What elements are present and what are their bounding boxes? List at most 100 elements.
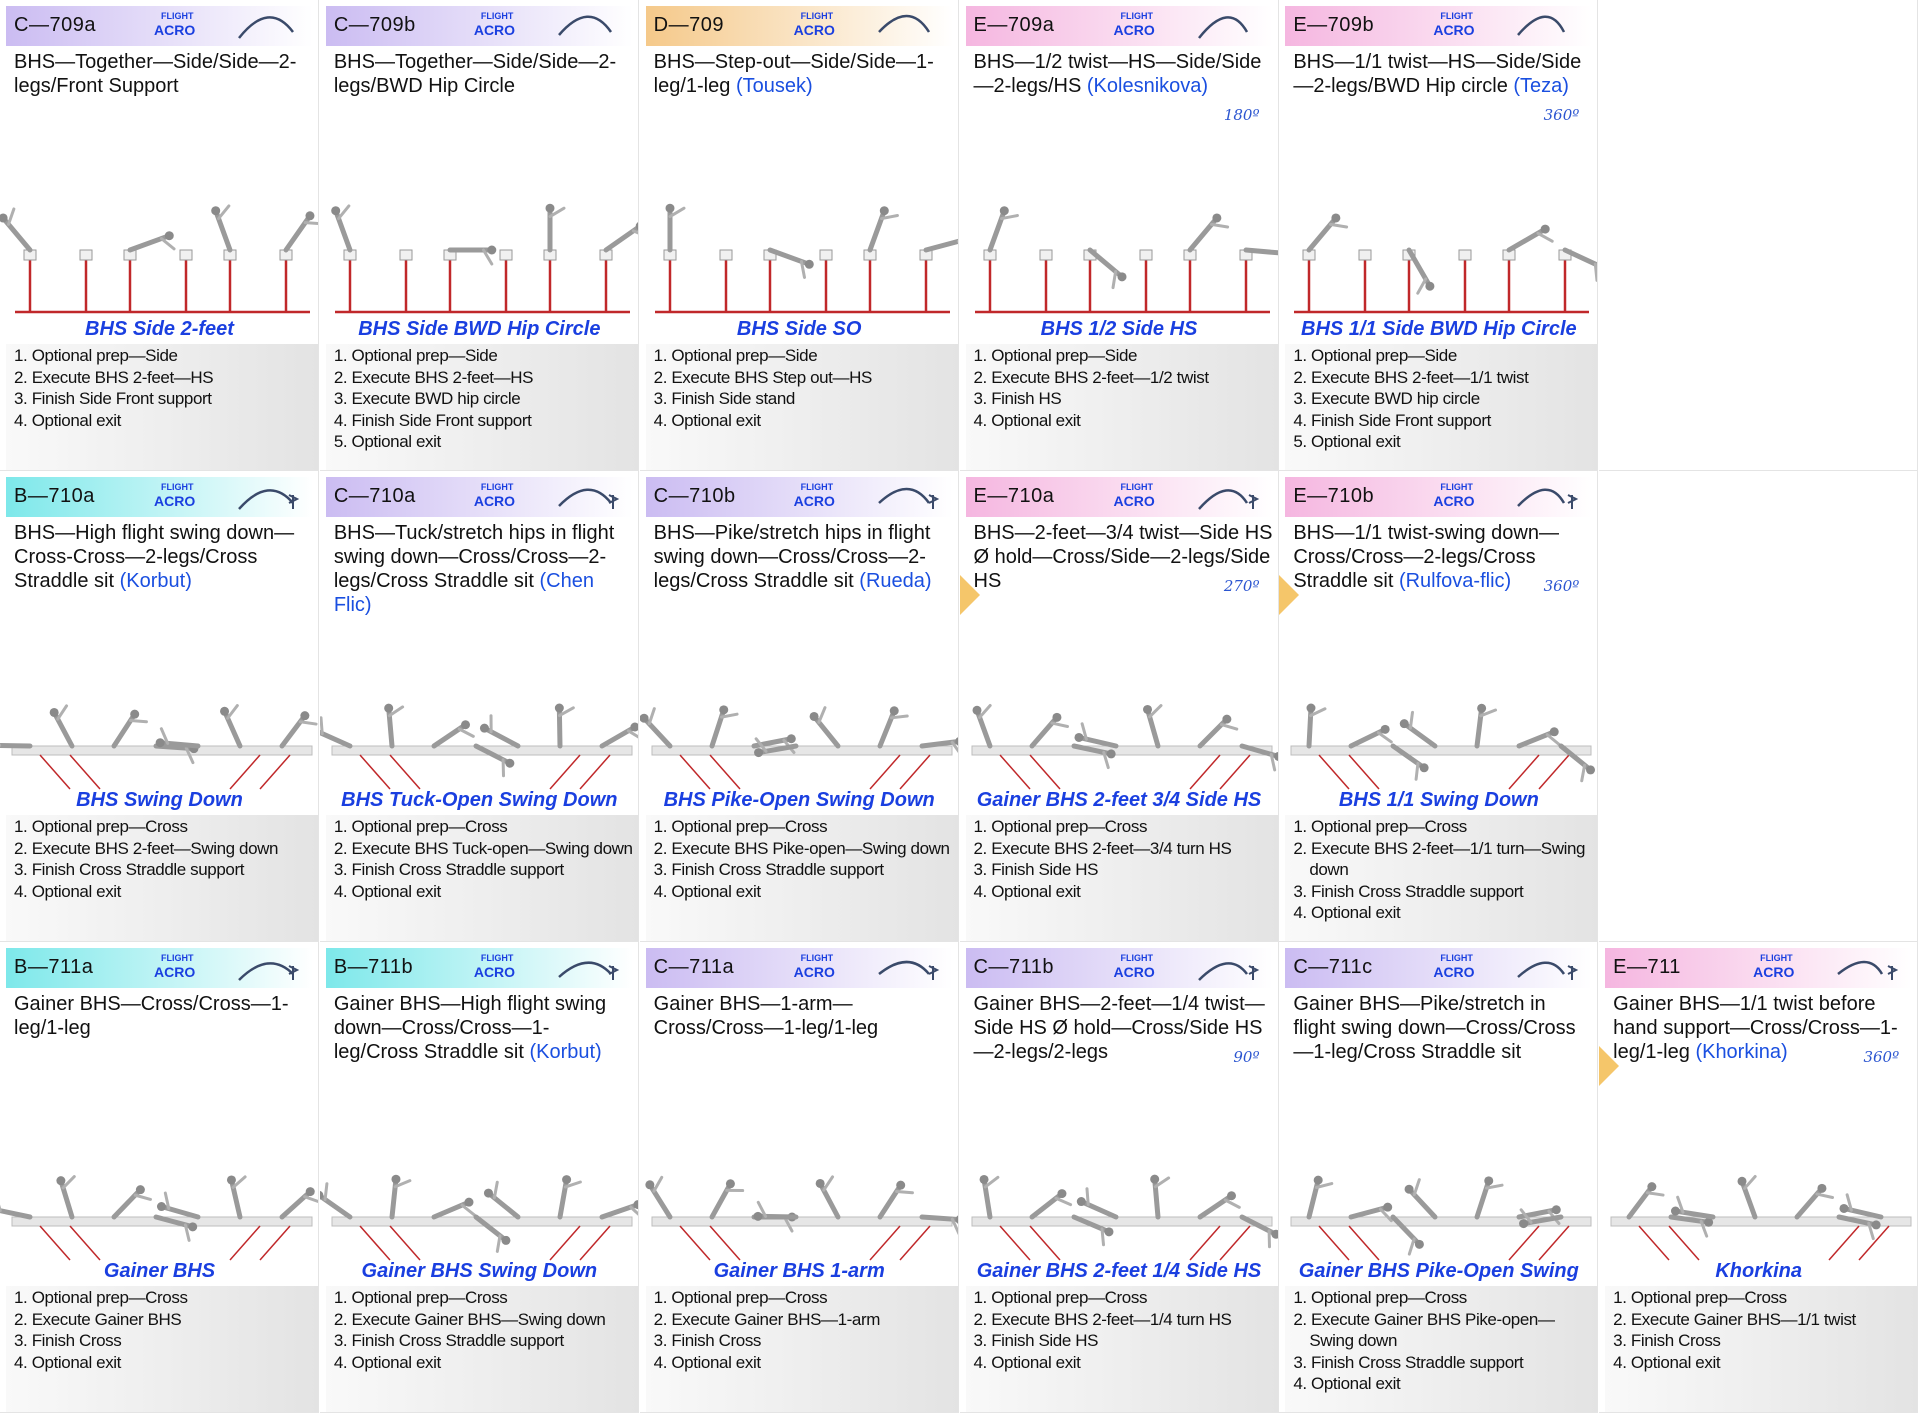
figure-arm bbox=[303, 221, 318, 226]
beam-leg bbox=[1218, 1225, 1251, 1261]
symbol-stroke bbox=[877, 487, 930, 504]
figure-body bbox=[279, 1189, 313, 1220]
figure-head bbox=[753, 748, 763, 758]
gymnast-name: (Korbut) bbox=[119, 570, 192, 592]
badge-flight: FLIGHT bbox=[800, 11, 834, 21]
badge-acro: ACRO bbox=[1113, 493, 1155, 509]
steps: 1. Optional prep—Cross 2. Execute Gainer … bbox=[645, 1286, 958, 1412]
cell-header: E—709b FLIGHT ACRO bbox=[1285, 6, 1593, 46]
cell: E—710b FLIGHT ACRO BHS—1/1 twist-swing down… bbox=[1279, 471, 1599, 942]
symbol-stroke bbox=[1197, 962, 1248, 981]
badge-flight: FLIGHT bbox=[480, 11, 514, 21]
figure-body bbox=[641, 715, 673, 749]
cell: C—711a FLIGHT ACRO Gainer BHS—1-arm—Cross/C… bbox=[639, 942, 959, 1413]
figure-body bbox=[709, 1181, 733, 1220]
description: Gainer BHS—Cross/Cross—1-leg/1-leg bbox=[14, 993, 289, 1039]
badge-flight: FLIGHT bbox=[1120, 482, 1154, 492]
block bbox=[1139, 249, 1152, 261]
figure-body bbox=[1306, 215, 1339, 253]
step: 2. Execute BHS Tuck-open—Swing down bbox=[333, 838, 633, 858]
figure-arm bbox=[647, 707, 656, 726]
step: 1. Optional prep—Cross bbox=[1293, 817, 1467, 836]
element-title: BHS 1/1 Swing Down bbox=[1338, 789, 1539, 811]
figure-body bbox=[1078, 1199, 1118, 1220]
element-code: E—709a bbox=[973, 14, 1055, 36]
steps: 1. Optional prep—Cross 2. Execute Gainer … bbox=[1285, 1286, 1598, 1412]
element-title: Gainer BHS Swing Down bbox=[361, 1260, 598, 1282]
figure-arm bbox=[563, 1180, 582, 1189]
description: BHS—Together—Side/Side—2-legs/Front Supp… bbox=[14, 51, 297, 97]
symbol-stroke bbox=[1197, 16, 1248, 39]
illustration bbox=[331, 203, 638, 314]
figure-arm bbox=[319, 716, 324, 736]
figure-body bbox=[867, 208, 887, 253]
description: BHS—2-feet—3/4 twist—Side HS Ø hold—Cros… bbox=[973, 522, 1273, 592]
figure-head bbox=[1737, 1176, 1747, 1186]
cell: C—709a FLIGHT ACRO BHS—Together—Side/Side—2… bbox=[0, 0, 319, 471]
beam-leg bbox=[869, 1225, 901, 1261]
figure-body bbox=[1516, 729, 1558, 749]
badge-flight: FLIGHT bbox=[1760, 953, 1793, 963]
figure-head bbox=[972, 705, 982, 715]
figure-head bbox=[1142, 704, 1152, 714]
beam-leg bbox=[229, 754, 261, 790]
symbol-stroke bbox=[557, 15, 612, 36]
figure-body bbox=[1087, 247, 1125, 280]
figure-arm bbox=[226, 704, 239, 720]
step: 3. Finish Cross bbox=[14, 1331, 122, 1350]
figure-arm bbox=[323, 1182, 329, 1202]
figure-head bbox=[1383, 1202, 1393, 1212]
beam-leg bbox=[69, 754, 101, 790]
description: BHS—1/1 twist—HS—Side/Side—2-legs/BWD Hi… bbox=[1293, 51, 1582, 97]
figure-head bbox=[545, 203, 555, 213]
figure-body bbox=[0, 742, 33, 749]
figure-arm bbox=[1645, 1191, 1665, 1197]
figure-body bbox=[987, 208, 1007, 253]
figure-body bbox=[111, 1187, 143, 1220]
element-symbol bbox=[877, 14, 930, 33]
figure-body bbox=[1306, 705, 1314, 749]
badge-acro: ACRO bbox=[473, 493, 516, 509]
figure-body bbox=[158, 1204, 201, 1220]
beam bbox=[1290, 745, 1592, 756]
symbol-stroke bbox=[238, 16, 294, 39]
step: 3. Execute BWD hip circle bbox=[333, 389, 521, 408]
figure-head bbox=[1586, 765, 1596, 775]
beam bbox=[651, 1216, 953, 1227]
gymnast-name: (Teza) bbox=[1513, 75, 1569, 97]
figure-arm bbox=[1409, 710, 1415, 730]
step: 1. Optional prep—Cross bbox=[333, 817, 508, 836]
figure-head bbox=[815, 1178, 825, 1188]
element-symbol bbox=[238, 962, 300, 981]
element-code: B—711a bbox=[14, 956, 94, 978]
figure-head bbox=[130, 709, 140, 719]
figure-head bbox=[1419, 763, 1429, 773]
cell-header: C—711b FLIGHT ACRO bbox=[965, 948, 1273, 988]
symbol-mark bbox=[288, 965, 300, 980]
symbol-stroke bbox=[877, 14, 930, 33]
step: 1. Optional prep—Cross bbox=[1613, 1288, 1787, 1307]
figure-arm bbox=[1099, 1227, 1105, 1247]
badge-flight: FLIGHT bbox=[161, 953, 194, 963]
cell-header: B—711a FLIGHT ACRO bbox=[6, 948, 313, 988]
figure-body bbox=[1029, 714, 1059, 749]
figure-head bbox=[1477, 703, 1487, 713]
figure-body bbox=[1348, 726, 1388, 749]
figure-arm bbox=[719, 712, 739, 719]
element-symbol bbox=[1197, 16, 1248, 39]
badge-acro: ACRO bbox=[1433, 964, 1475, 980]
figure-head bbox=[895, 1180, 905, 1190]
figure-arm bbox=[1209, 222, 1229, 229]
figure-arm bbox=[1414, 761, 1420, 781]
beam-leg bbox=[1508, 754, 1540, 790]
figure-arm bbox=[1219, 723, 1238, 731]
symbol-stroke bbox=[1517, 488, 1566, 507]
symbol-stroke bbox=[1517, 961, 1566, 978]
step: 3. Finish Cross Straddle support bbox=[1293, 881, 1524, 901]
beam-leg bbox=[679, 1225, 711, 1261]
cell: C—711c FLIGHT ACRO Gainer BHS—Pike/stretch … bbox=[1279, 942, 1599, 1413]
element-symbol bbox=[877, 487, 939, 509]
step: 1. Optional prep—Cross bbox=[973, 817, 1148, 836]
figure-head bbox=[1839, 1203, 1849, 1213]
